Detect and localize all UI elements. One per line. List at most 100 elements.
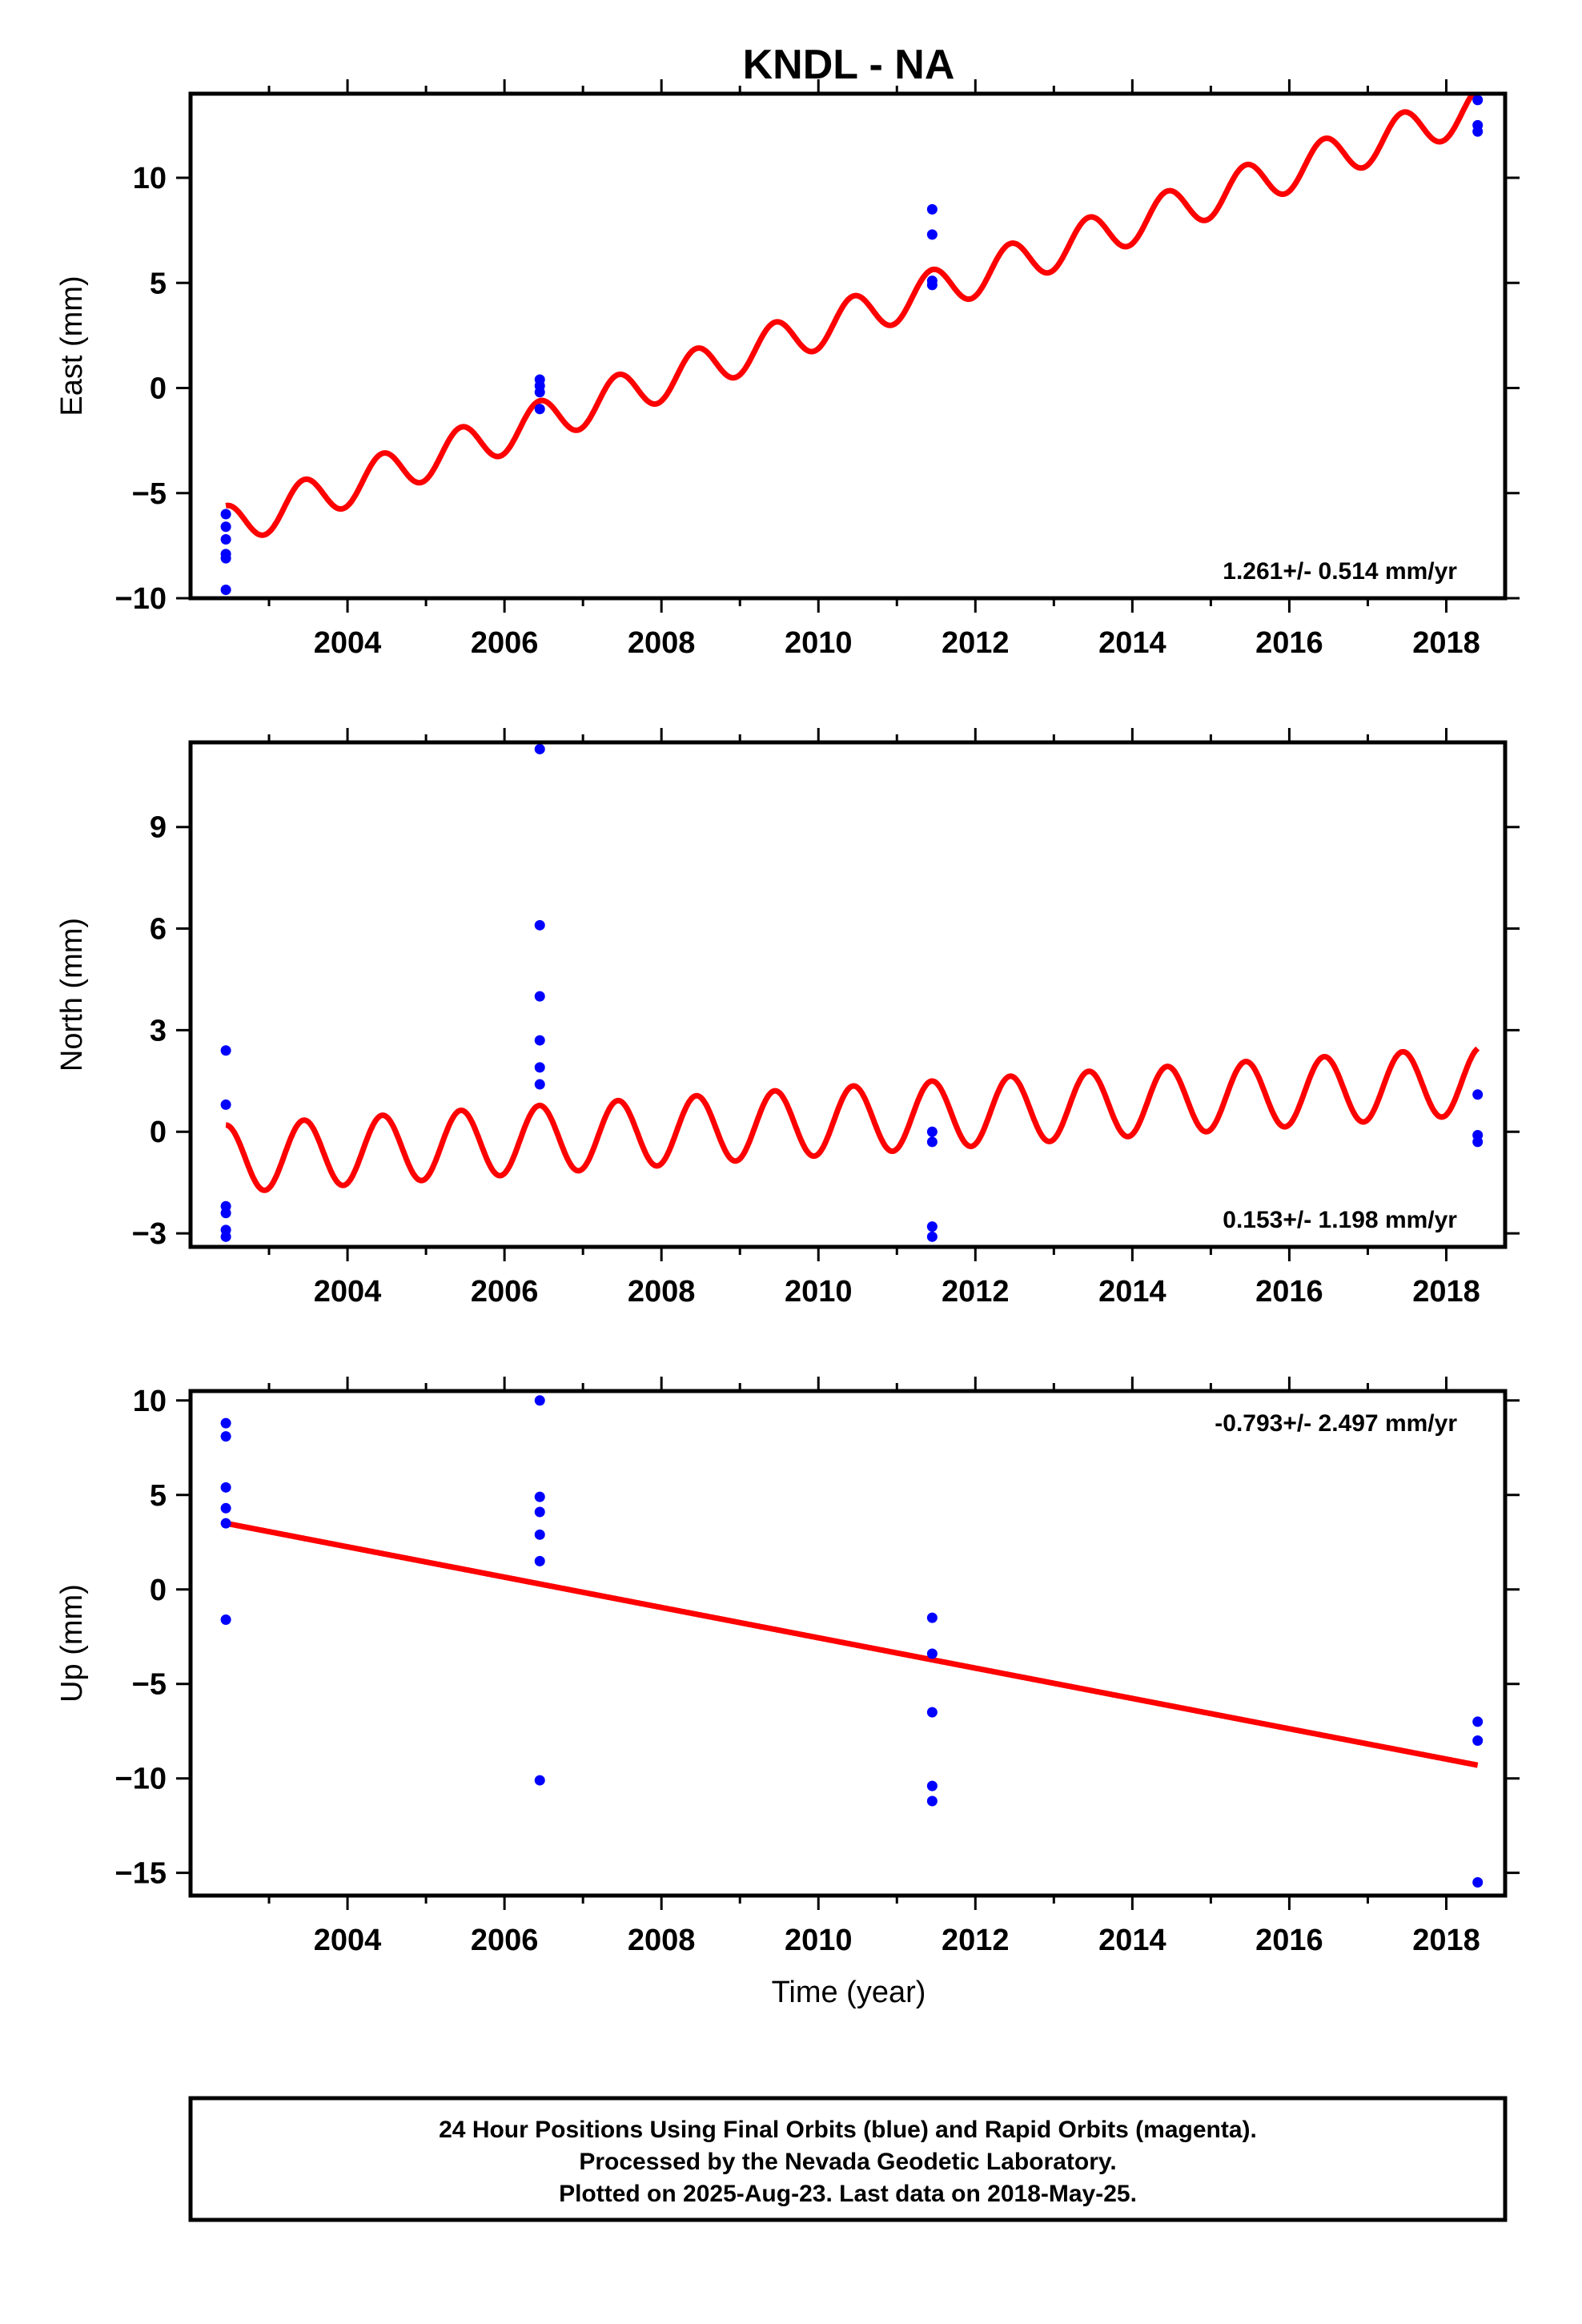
north-x-tick-label-2016: 2016 — [1255, 1275, 1323, 1309]
north-x-tick-label-2014: 2014 — [1098, 1275, 1166, 1309]
north-data-point — [534, 919, 545, 931]
north-data-point — [1472, 1136, 1484, 1148]
north-data-point — [220, 1045, 231, 1056]
east-rate-label: 1.261+/- 0.514 mm/yr — [1223, 558, 1457, 585]
up-x-tick-label-2014: 2014 — [1098, 1924, 1166, 1957]
east-plot-frame — [188, 91, 1508, 601]
east-x-tick-label-2014: 2014 — [1098, 626, 1166, 660]
up-data-point — [1472, 1716, 1484, 1727]
east-model-line — [223, 94, 1476, 538]
north-y-tick-label-9: 9 — [150, 811, 167, 845]
east-panel: 2004 2006 2008 2010 2012 2014 2016 2018 −10 −5 0 5 1… — [55, 79, 1520, 660]
north-x-tick-label-2010: 2010 — [785, 1275, 853, 1309]
east-y-tick-label-0: 0 — [150, 372, 167, 406]
up-data-point — [220, 1417, 231, 1429]
east-x-tick-label-2010: 2010 — [785, 626, 853, 660]
north-data-point — [534, 1062, 545, 1073]
x-axis-label: Time (year) — [772, 1976, 926, 2009]
east-x-tick-label-2012: 2012 — [942, 626, 1010, 660]
east-y-tick-label--5: −5 — [132, 477, 167, 511]
up-data-point — [1472, 1735, 1484, 1747]
north-y-tick-label--3: −3 — [132, 1217, 167, 1251]
east-data-point — [220, 509, 231, 520]
east-x-tick-label-2004: 2004 — [314, 626, 382, 660]
up-x-tick-label-2018: 2018 — [1412, 1924, 1480, 1957]
footer-line-3: Plotted on 2025-Aug-23. Last data on 201… — [559, 2181, 1137, 2207]
north-data-point — [926, 1126, 938, 1137]
footer-line-1: 24 Hour Positions Using Final Orbits (bl… — [439, 2117, 1257, 2143]
north-x-tick-label-2018: 2018 — [1412, 1275, 1480, 1309]
up-data-point — [534, 1775, 545, 1786]
up-rate-label: -0.793+/- 2.497 mm/yr — [1215, 1410, 1457, 1437]
up-panel: 2004 2006 2008 2010 2012 2014 2016 2018 −15 −10 −5… — [55, 1377, 1520, 1957]
east-data-point — [926, 203, 938, 215]
up-data-point — [1472, 1876, 1484, 1888]
north-model-line — [223, 1046, 1480, 1193]
east-data-point — [534, 387, 545, 398]
up-plot-frame — [188, 1389, 1508, 1898]
north-data-point — [534, 743, 545, 754]
north-y-tick-label-0: 0 — [150, 1116, 167, 1149]
east-y-tick-label-10: 10 — [133, 162, 167, 195]
north-data-point — [534, 1035, 545, 1046]
up-data-point — [220, 1518, 231, 1529]
east-y-axis-label: East (mm) — [55, 275, 89, 416]
east-x-tick-label-2018: 2018 — [1412, 626, 1480, 660]
north-y-tick-label-6: 6 — [150, 913, 167, 947]
north-x-tick-label-2008: 2008 — [628, 1275, 696, 1309]
up-data-point — [926, 1795, 938, 1807]
up-data-point — [534, 1491, 545, 1502]
chart-title: KNDL - NA — [743, 42, 955, 88]
up-y-tick-label--10: −10 — [115, 1763, 167, 1796]
north-y-axis-label: North (mm) — [55, 918, 89, 1072]
east-x-tick-label-2006: 2006 — [471, 626, 539, 660]
up-data-point — [534, 1529, 545, 1540]
east-data-point — [1472, 94, 1484, 106]
north-data-point — [220, 1099, 231, 1110]
up-data-point — [534, 1506, 545, 1518]
east-y-tick-label--10: −10 — [115, 582, 167, 616]
north-data-point — [926, 1231, 938, 1242]
north-data-point — [1472, 1089, 1484, 1100]
up-x-tick-label-2004: 2004 — [314, 1924, 382, 1957]
north-data-point — [534, 991, 545, 1002]
up-y-tick-label-5: 5 — [150, 1479, 167, 1513]
up-y-tick-label--15: −15 — [115, 1857, 167, 1891]
up-data-point — [220, 1614, 231, 1626]
up-y-tick-label-0: 0 — [150, 1574, 167, 1607]
up-x-tick-label-2016: 2016 — [1255, 1924, 1323, 1957]
up-data-point — [926, 1612, 938, 1623]
up-data-point — [534, 1555, 545, 1566]
east-data-point — [220, 534, 231, 545]
north-data-point — [220, 1208, 231, 1219]
east-x-tick-label-2016: 2016 — [1255, 626, 1323, 660]
east-data-point — [926, 279, 938, 291]
up-data-point — [534, 1395, 545, 1406]
north-y-tick-label-3: 3 — [150, 1014, 167, 1047]
up-x-tick-label-2010: 2010 — [785, 1924, 853, 1957]
north-x-tick-label-2012: 2012 — [942, 1275, 1010, 1309]
up-data-point — [926, 1707, 938, 1718]
north-data-point — [534, 1079, 545, 1090]
east-x-tick-label-2008: 2008 — [628, 626, 696, 660]
up-model-line — [223, 1520, 1480, 1768]
north-rate-label: 0.153+/- 1.198 mm/yr — [1223, 1207, 1457, 1233]
footer-box: 24 Hour Positions Using Final Orbits (bl… — [188, 2096, 1508, 2222]
up-data-point — [926, 1648, 938, 1659]
north-data-point — [220, 1231, 231, 1242]
up-data-point — [926, 1780, 938, 1791]
east-y-tick-label-5: 5 — [150, 267, 167, 300]
north-x-tick-label-2004: 2004 — [314, 1275, 382, 1309]
east-data-point — [1472, 126, 1484, 137]
footer-line-2: Processed by the Nevada Geodetic Laborat… — [579, 2149, 1116, 2175]
north-panel: 2004 2006 2008 2010 2012 2014 2016 2018 −3 0 3 6 9 No… — [55, 728, 1520, 1309]
east-data-point — [926, 229, 938, 240]
footer-frame — [188, 2096, 1508, 2222]
east-data-point — [220, 553, 231, 564]
up-y-axis-label: Up (mm) — [55, 1584, 89, 1703]
up-y-tick-label--5: −5 — [132, 1668, 167, 1702]
east-data-point — [534, 404, 545, 415]
north-data-point — [926, 1221, 938, 1232]
up-x-tick-label-2012: 2012 — [942, 1924, 1010, 1957]
